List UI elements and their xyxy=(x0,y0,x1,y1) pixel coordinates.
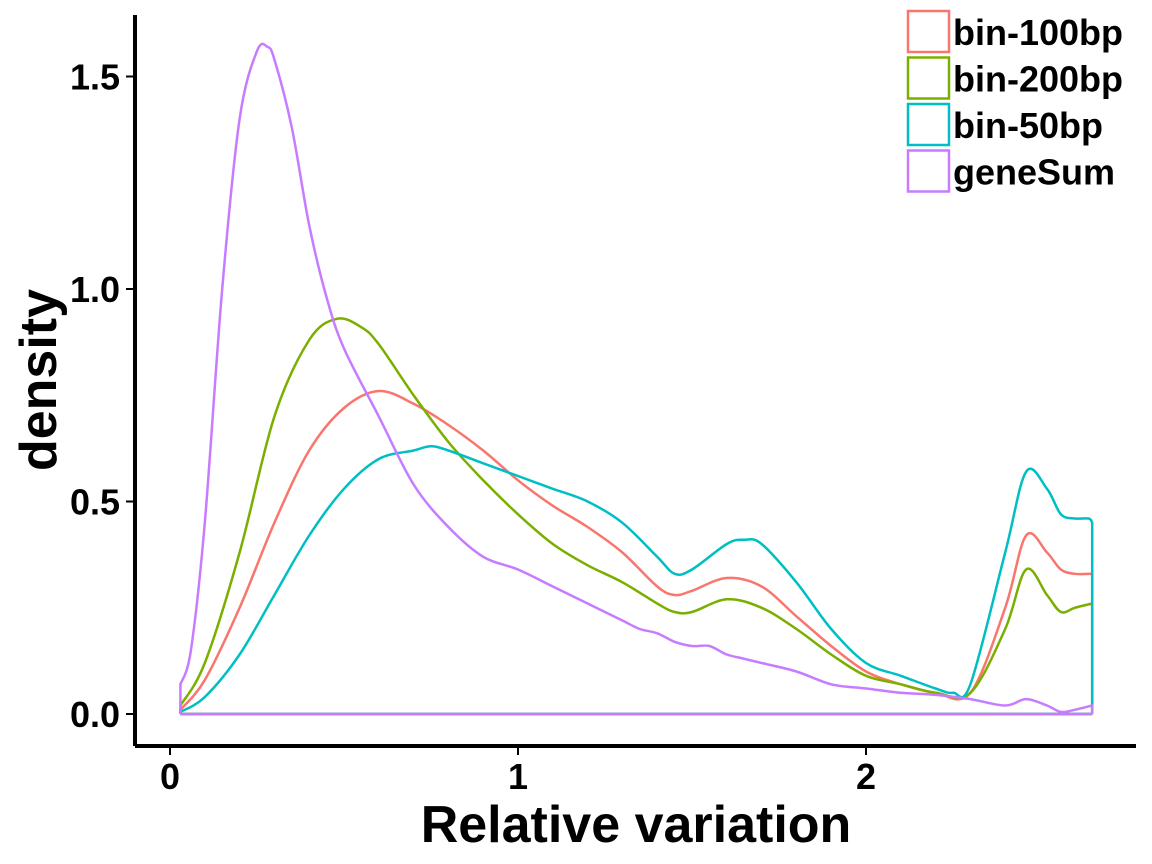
y-tick-label: 0.5 xyxy=(70,482,120,523)
legend: bin-100bp bin-200bp bin-50bp geneSum xyxy=(906,9,1123,193)
legend-label-geneSum: geneSum xyxy=(953,152,1115,193)
y-tick-label: 1.0 xyxy=(70,269,120,310)
y-axis-title: density xyxy=(10,289,68,471)
series-line-bin-50bp xyxy=(179,445,1094,714)
series-layer xyxy=(179,42,1094,714)
x-tick-label: 0 xyxy=(160,756,180,797)
x-ticks: 0 1 2 xyxy=(160,746,876,797)
series-line-bin-200bp xyxy=(179,317,1094,714)
legend-key-bin-100bp xyxy=(906,9,951,54)
x-tick-label: 2 xyxy=(856,756,876,797)
x-axis-title: Relative variation xyxy=(421,796,852,854)
legend-label-bin-200bp: bin-200bp xyxy=(953,59,1123,100)
series-line-geneSum xyxy=(179,42,1094,714)
y-tick-label: 1.5 xyxy=(70,57,120,98)
legend-key-geneSum xyxy=(906,149,951,193)
series-line-bin-100bp xyxy=(179,389,1094,714)
legend-label-bin-100bp: bin-100bp xyxy=(953,12,1123,53)
legend-key-bin-50bp xyxy=(906,102,951,147)
legend-key-bin-200bp xyxy=(906,56,951,100)
x-tick-label: 1 xyxy=(508,756,528,797)
legend-label-bin-50bp: bin-50bp xyxy=(953,105,1103,146)
y-tick-label: 0.0 xyxy=(70,694,120,735)
y-ticks: 0.0 0.5 1.0 1.5 xyxy=(70,57,135,735)
